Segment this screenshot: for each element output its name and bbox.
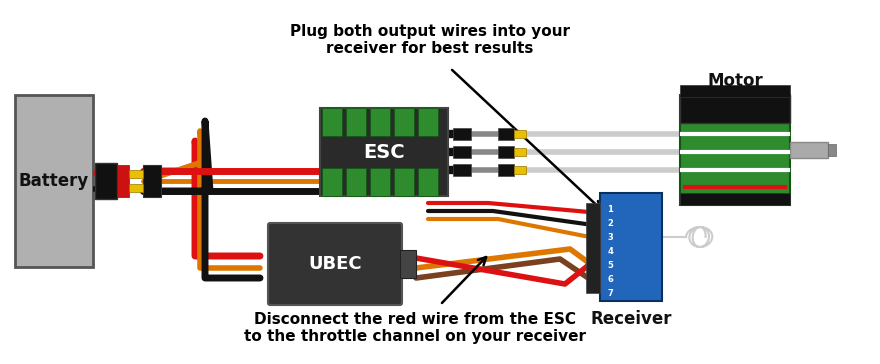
- Text: 3: 3: [607, 233, 612, 241]
- Bar: [680, 193, 790, 205]
- Bar: [400, 250, 416, 278]
- Text: UBEC: UBEC: [308, 255, 362, 273]
- Bar: [143, 165, 161, 197]
- Bar: [586, 203, 600, 293]
- Text: Motor: Motor: [708, 72, 763, 90]
- Text: ESC: ESC: [363, 142, 405, 162]
- FancyBboxPatch shape: [15, 95, 93, 267]
- Bar: [453, 164, 471, 176]
- Bar: [117, 165, 129, 197]
- Bar: [322, 168, 342, 196]
- Bar: [514, 130, 526, 138]
- Bar: [498, 146, 514, 158]
- Bar: [680, 95, 790, 123]
- Text: Battery: Battery: [18, 172, 89, 190]
- Text: 6: 6: [607, 274, 613, 284]
- Bar: [370, 108, 390, 136]
- Bar: [370, 168, 390, 196]
- Bar: [95, 163, 117, 199]
- Bar: [453, 128, 471, 140]
- Bar: [514, 166, 526, 174]
- Text: 1: 1: [607, 205, 613, 214]
- Text: 4: 4: [607, 246, 613, 256]
- Bar: [680, 85, 790, 97]
- Text: 5: 5: [607, 261, 613, 269]
- Bar: [129, 184, 143, 192]
- Bar: [828, 144, 836, 156]
- Text: 7: 7: [607, 289, 612, 297]
- Bar: [498, 128, 514, 140]
- Bar: [394, 108, 414, 136]
- Text: 2: 2: [607, 218, 613, 228]
- Bar: [129, 170, 143, 178]
- Bar: [680, 95, 790, 205]
- Text: Receiver: Receiver: [590, 310, 671, 328]
- Bar: [418, 108, 438, 136]
- Bar: [514, 148, 526, 156]
- Text: Disconnect the red wire from the ESC
to the throttle channel on your receiver: Disconnect the red wire from the ESC to …: [244, 312, 586, 344]
- Bar: [346, 168, 366, 196]
- FancyBboxPatch shape: [268, 223, 402, 305]
- Bar: [498, 164, 514, 176]
- Bar: [453, 146, 471, 158]
- Bar: [394, 168, 414, 196]
- Text: Plug both output wires into your
receiver for best results: Plug both output wires into your receive…: [290, 24, 570, 56]
- Bar: [320, 108, 448, 196]
- Bar: [600, 193, 662, 301]
- Bar: [790, 142, 828, 158]
- Bar: [418, 168, 438, 196]
- Bar: [346, 108, 366, 136]
- Bar: [322, 108, 342, 136]
